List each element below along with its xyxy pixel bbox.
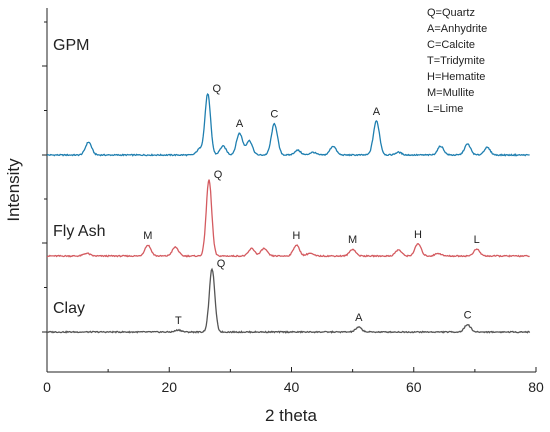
series-line-gpm xyxy=(46,93,530,157)
legend-entry-lime: L=Lime xyxy=(427,103,463,115)
legend-entry-quartz: Q=Quartz xyxy=(427,7,475,19)
peak-annotation: H xyxy=(414,229,422,241)
y-axis-title: Intensity xyxy=(4,158,23,222)
series-label: Clay xyxy=(53,300,85,317)
peak-annotation: Q xyxy=(212,83,221,95)
x-axis-title: 2 theta xyxy=(265,406,318,425)
x-tick-label: 80 xyxy=(528,379,544,395)
x-tick-label: 20 xyxy=(161,379,177,395)
legend: Q=Quartz A=Anhydrite C=Calcite T=Tridymi… xyxy=(427,7,487,115)
legend-entry-hematite: H=Hematite xyxy=(427,71,485,83)
legend-entry-mullite: M=Mullite xyxy=(427,87,474,99)
series-layer xyxy=(46,93,531,334)
peak-annotation: A xyxy=(355,312,363,324)
peak-annotation: Q xyxy=(214,169,223,181)
series-label: GPM xyxy=(53,37,89,54)
x-tick-label: 40 xyxy=(284,379,300,395)
peak-annotation: L xyxy=(474,234,480,246)
peak-annotation: M xyxy=(348,234,357,246)
labels-layer: GPM Q A C A Fly Ash Q M H M H L Clay Q T A C xyxy=(53,37,480,327)
x-ticks: 0 20 40 60 80 xyxy=(43,367,544,395)
legend-entry-anhydrite: A=Anhydrite xyxy=(427,23,487,35)
peak-annotation: Q xyxy=(217,258,226,270)
peak-annotation: H xyxy=(292,230,300,242)
peak-annotation: A xyxy=(236,118,244,130)
series-line-fly-ash xyxy=(46,179,530,258)
legend-entry-tridymite: T=Tridymite xyxy=(427,55,485,67)
peak-annotation: C xyxy=(270,109,278,121)
x-tick-label: 60 xyxy=(406,379,422,395)
legend-entry-calcite: C=Calcite xyxy=(427,39,475,51)
peak-annotation: T xyxy=(175,315,182,327)
x-tick-label: 0 xyxy=(43,379,51,395)
series-label: Fly Ash xyxy=(53,223,105,240)
peak-annotation: M xyxy=(143,230,152,242)
peak-annotation: C xyxy=(464,310,472,322)
peak-annotation: A xyxy=(373,106,381,118)
series-line-clay xyxy=(46,267,531,334)
y-ticks xyxy=(42,21,47,333)
